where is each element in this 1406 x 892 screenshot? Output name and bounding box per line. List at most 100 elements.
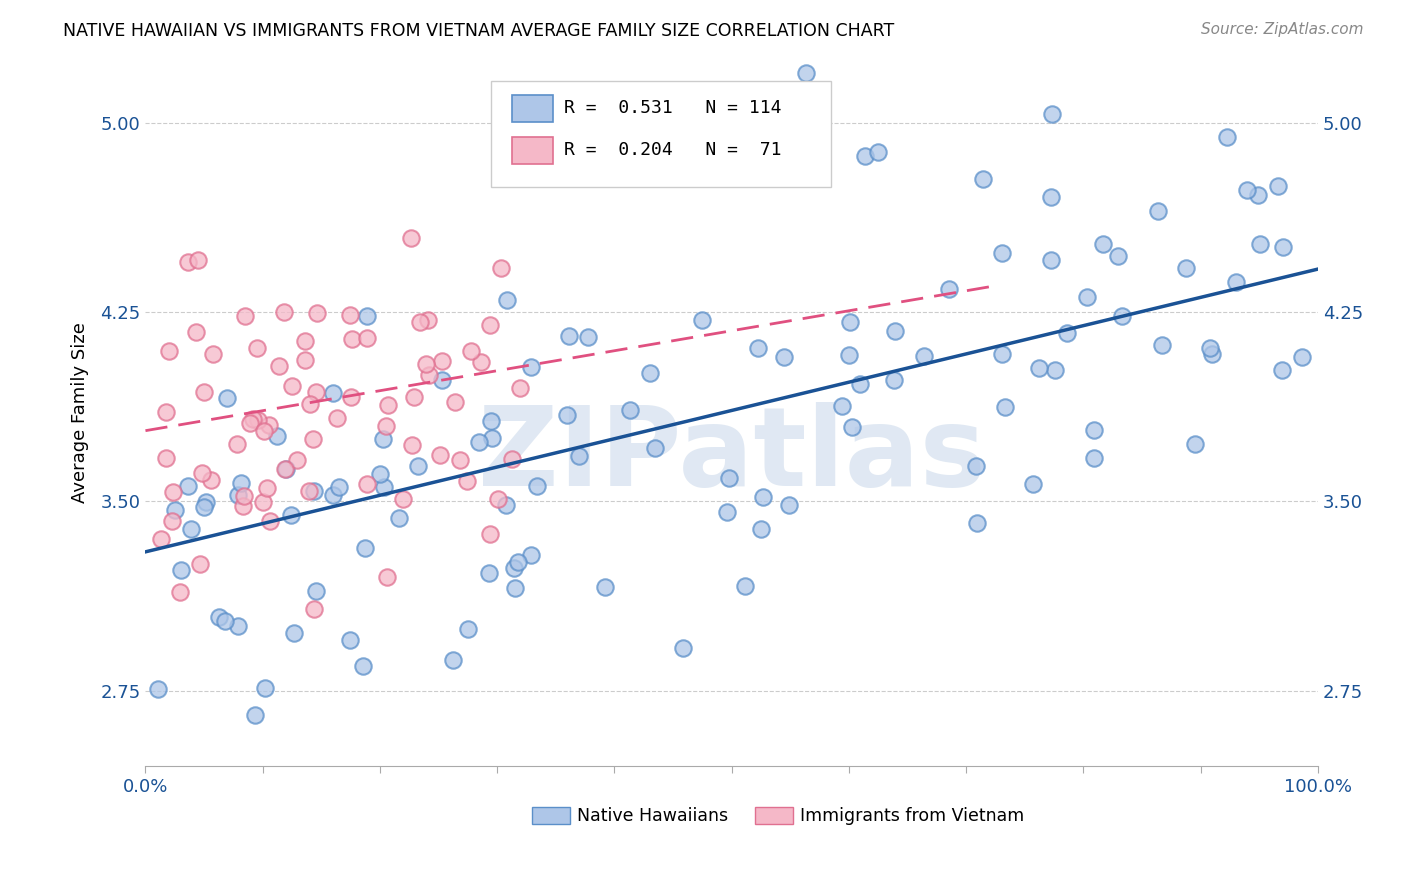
Point — [401, 438, 423, 452]
Point — [456, 474, 478, 488]
Point — [354, 541, 377, 556]
Point — [443, 395, 465, 409]
Point — [191, 466, 214, 480]
Point — [273, 462, 295, 476]
Point — [276, 462, 298, 476]
Point — [1107, 249, 1129, 263]
Point — [340, 332, 363, 346]
Point — [841, 420, 863, 434]
Point — [252, 495, 274, 509]
Point — [208, 609, 231, 624]
Point — [1225, 275, 1247, 289]
Point — [259, 514, 281, 528]
Point — [305, 306, 328, 320]
Point — [749, 522, 772, 536]
Point — [269, 359, 291, 374]
Point — [235, 309, 257, 323]
Point — [478, 527, 501, 541]
Point — [489, 260, 512, 275]
Point — [298, 397, 321, 411]
Point — [162, 485, 184, 500]
Point — [352, 658, 374, 673]
Point — [418, 368, 440, 382]
Point — [371, 432, 394, 446]
Point — [501, 451, 523, 466]
Point — [1271, 363, 1294, 377]
Point — [778, 498, 800, 512]
Point — [441, 653, 464, 667]
Point — [481, 431, 503, 445]
Point — [1039, 190, 1062, 204]
Point — [883, 373, 905, 387]
Point — [495, 498, 517, 512]
Point — [912, 349, 935, 363]
Point — [966, 516, 988, 531]
Point — [302, 483, 325, 498]
Point — [503, 581, 526, 595]
Point — [831, 400, 853, 414]
Point — [339, 632, 361, 647]
Point — [593, 580, 616, 594]
Point — [717, 471, 740, 485]
Point — [253, 424, 276, 438]
Point — [557, 408, 579, 422]
Point — [429, 448, 451, 462]
Point — [259, 418, 281, 433]
Point — [576, 330, 599, 344]
Point — [884, 324, 907, 338]
Point — [239, 417, 262, 431]
Point — [654, 161, 676, 176]
Point — [773, 350, 796, 364]
Text: NATIVE HAWAIIAN VS IMMIGRANTS FROM VIETNAM AVERAGE FAMILY SIZE CORRELATION CHART: NATIVE HAWAIIAN VS IMMIGRANTS FROM VIETN… — [63, 22, 894, 40]
Point — [1199, 341, 1222, 355]
Point — [1083, 450, 1105, 465]
Point — [794, 65, 817, 79]
Point — [638, 367, 661, 381]
Point — [150, 532, 173, 546]
Point — [965, 459, 987, 474]
Point — [495, 293, 517, 307]
Point — [1045, 363, 1067, 377]
Point — [256, 481, 278, 495]
Point — [226, 488, 249, 502]
Point — [214, 614, 236, 628]
Point — [519, 548, 541, 562]
Point — [193, 500, 215, 515]
Point — [328, 480, 350, 494]
Text: Native Hawaiians: Native Hawaiians — [576, 807, 728, 825]
Point — [990, 245, 1012, 260]
Point — [1291, 350, 1313, 364]
Point — [460, 343, 482, 358]
Point — [146, 681, 169, 696]
Point — [1028, 360, 1050, 375]
Point — [177, 255, 200, 269]
Point — [169, 584, 191, 599]
Point — [377, 398, 399, 412]
Point — [356, 331, 378, 345]
FancyBboxPatch shape — [512, 137, 554, 164]
Point — [273, 305, 295, 319]
Point — [734, 578, 756, 592]
Point — [391, 491, 413, 506]
Point — [247, 413, 270, 427]
Point — [430, 353, 453, 368]
Point — [155, 405, 177, 419]
Point — [672, 640, 695, 655]
Point — [449, 453, 471, 467]
Point — [283, 625, 305, 640]
Point — [520, 359, 543, 374]
Point — [938, 282, 960, 296]
FancyBboxPatch shape — [512, 95, 554, 122]
Point — [415, 357, 437, 371]
Point — [568, 449, 591, 463]
Point — [285, 453, 308, 467]
Point — [1021, 477, 1043, 491]
Point — [305, 385, 328, 400]
Point — [619, 402, 641, 417]
Point — [356, 309, 378, 323]
Point — [294, 352, 316, 367]
Point — [416, 312, 439, 326]
Point — [479, 318, 502, 332]
Point — [1184, 436, 1206, 450]
Point — [177, 479, 200, 493]
